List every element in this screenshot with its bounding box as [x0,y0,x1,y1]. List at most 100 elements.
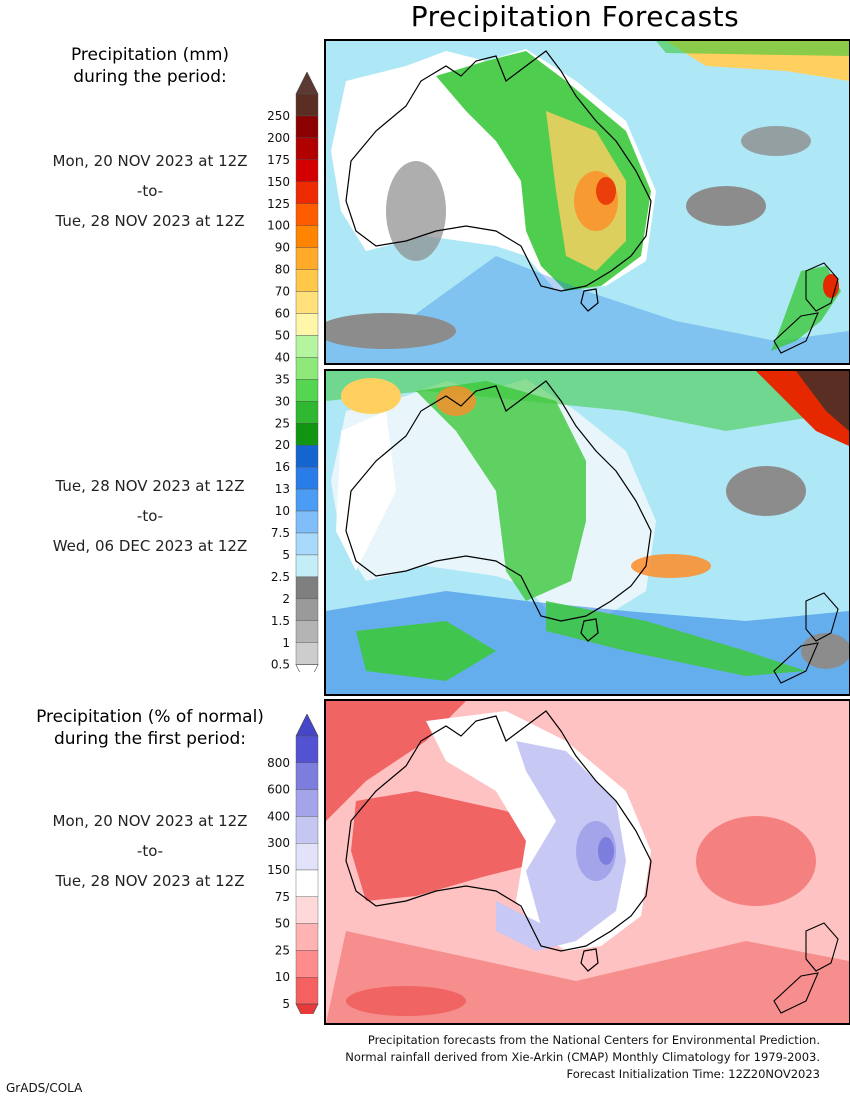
percent-legend-header: Precipitation (% of normal) during the f… [0,706,300,750]
amount-scale-tick-label: 175 [267,153,290,167]
percent-scale-tick-label: 300 [267,836,290,850]
footer-notes: Precipitation forecasts from the Nationa… [345,1032,820,1083]
amount-scale-tick-label: 90 [275,241,290,255]
amount-scale-swatch [295,488,319,512]
amount-scale-tick-label: 0.5 [271,658,290,672]
footer-line2: Normal rainfall derived from Xie-Arkin (… [345,1050,820,1064]
amount-scale-tick-label: 35 [275,372,290,386]
amount-scale-tick-label: 60 [275,307,290,321]
period3-start: Mon, 20 NOV 2023 at 12Z [52,812,248,830]
percent-scale-swatch [295,950,319,978]
percent-scale-swatch [295,789,319,817]
percent-scale-swatch [295,896,319,924]
amount-scale-swatch [295,423,319,446]
percent-header-line1: Precipitation (% of normal) [36,707,264,727]
period1-end: Tue, 28 NOV 2023 at 12Z [55,212,245,230]
amount-scale-swatch [295,335,319,358]
credit-label: GrADS/COLA [6,1081,83,1095]
percent-scale-bottom-cap [295,1003,319,1014]
amount-scale-swatch [295,269,319,292]
amount-scale-tick-label: 70 [275,285,290,299]
amount-scale-bottom-cap [295,664,319,672]
amount-scale-top-cap [295,72,319,95]
percent-scale-tick-label: 75 [275,890,290,904]
page-title: Precipitation Forecasts [410,0,740,33]
amount-scale-tick-label: 200 [267,131,290,145]
amount-scale-tick-label: 30 [275,394,290,408]
percent-scale-tick-label: 25 [275,943,290,957]
amount-header-line1: Precipitation (mm) [70,45,230,65]
amount-scale-swatch [295,620,319,643]
map-period1 [324,39,850,365]
percent-scale-swatch [295,923,319,951]
amount-scale-tick-label: 2.5 [271,570,290,584]
amount-scale-tick-label: 20 [275,438,290,452]
amount-colorbar: 2502001751501251009080706050403530252016… [267,72,319,672]
amount-scale-tick-label: 1 [282,636,290,650]
map-percent-normal [324,699,850,1025]
amount-scale-swatch [295,379,319,402]
amount-scale-tick-label: 100 [267,219,290,233]
amount-scale-tick-label: 16 [275,460,290,474]
amount-scale-swatch [295,401,319,424]
amount-scale-swatch [295,225,319,248]
percent-scale-tick-label: 10 [275,970,290,984]
amount-scale-swatch [295,247,319,270]
amount-scale-swatch [295,532,319,556]
percent-scale-swatch [295,762,319,790]
amount-scale-swatch [295,203,319,226]
amount-scale-swatch [295,554,319,578]
amount-scale-swatch [295,313,319,336]
percent-header-line2: during the first period: [53,729,247,749]
amount-scale-swatch [295,181,319,204]
amount-scale-tick-label: 10 [275,504,290,518]
amount-scale-swatch [295,159,319,182]
amount-scale-swatch [295,115,319,139]
period3-sep: -to- [136,842,164,860]
amount-scale-tick-label: 5 [282,548,290,562]
amount-scale-tick-label: 13 [275,482,290,496]
amount-scale-swatch [295,357,319,380]
amount-scale-tick-label: 40 [275,350,290,364]
period2-sep: -to- [136,507,164,525]
amount-header-line2: during the period: [73,67,227,87]
percent-scale-tick-label: 5 [282,997,290,1011]
amount-scale-tick-label: 80 [275,263,290,277]
amount-scale-tick-label: 7.5 [271,526,290,540]
percent-scale-swatch [295,842,319,871]
period1-sep: -to- [136,182,164,200]
period3-end: Tue, 28 NOV 2023 at 12Z [55,872,245,890]
percent-scale-swatch [295,735,319,763]
map-period2-canvas [326,371,849,694]
amount-scale-tick-label: 2 [282,592,290,606]
percent-scale-tick-label: 150 [267,863,290,877]
period2-start: Tue, 28 NOV 2023 at 12Z [55,477,245,495]
percent-scale-tick-label: 50 [275,917,290,931]
amount-scale-swatch [295,466,319,490]
amount-legend-header: Precipitation (mm) during the period: [0,44,300,88]
amount-scale-tick-label: 250 [267,109,290,123]
period2-end: Wed, 06 DEC 2023 at 12Z [52,537,248,555]
period1-start: Mon, 20 NOV 2023 at 12Z [52,152,248,170]
amount-scale-swatch [295,445,319,468]
amount-scale-swatch [295,291,319,314]
percent-scale-swatch [295,977,319,1005]
percent-colorbar: 800 600 400 300 150 75 50 25 10 5 [267,714,319,1014]
map-percent-canvas [326,701,849,1023]
footer-line3: Forecast Initialization Time: 12Z20NOV20… [566,1067,820,1081]
footer-line1: Precipitation forecasts from the Nationa… [367,1033,820,1047]
amount-scale-swatch [295,642,319,665]
amount-scale-swatch [295,137,319,161]
percent-scale-swatch [295,869,319,897]
percent-scale-tick-label: 600 [267,783,290,797]
amount-scale-swatch [295,510,319,534]
percent-scale-tick-label: 800 [267,756,290,770]
amount-scale-tick-label: 1.5 [271,614,290,628]
percent-scale-tick-label: 400 [267,809,290,823]
percent-scale-swatch [295,816,319,844]
amount-scale-tick-label: 25 [275,416,290,430]
amount-scale-swatch [295,93,319,117]
amount-scale-swatch [295,598,319,621]
amount-scale-swatch [295,576,319,600]
map-period1-canvas [326,41,849,363]
